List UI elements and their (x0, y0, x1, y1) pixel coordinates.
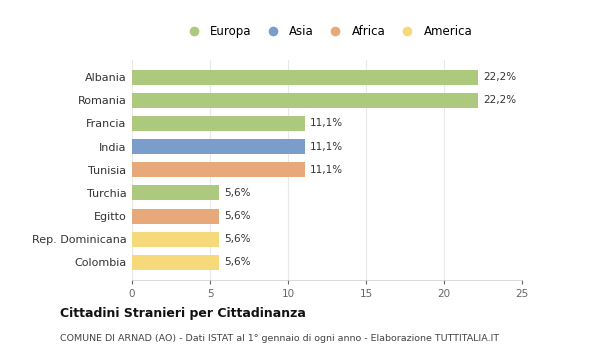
Bar (132, 93, 478, 108)
Text: 5,6%: 5,6% (224, 258, 251, 267)
Bar (132, 209, 220, 224)
Bar (132, 186, 220, 201)
Bar (132, 232, 220, 247)
Bar (132, 116, 305, 131)
Text: 22,2%: 22,2% (483, 72, 516, 82)
Text: 5,6%: 5,6% (224, 188, 251, 198)
Bar (132, 70, 478, 85)
Text: 22,2%: 22,2% (483, 95, 516, 105)
Bar (132, 139, 305, 154)
Text: 11,1%: 11,1% (310, 142, 343, 152)
Text: 5,6%: 5,6% (224, 234, 251, 244)
Text: Cittadini Stranieri per Cittadinanza: Cittadini Stranieri per Cittadinanza (60, 307, 306, 320)
Text: 5,6%: 5,6% (224, 211, 251, 221)
Text: 11,1%: 11,1% (310, 165, 343, 175)
Bar (132, 255, 220, 270)
Text: 11,1%: 11,1% (310, 118, 343, 128)
Text: COMUNE DI ARNAD (AO) - Dati ISTAT al 1° gennaio di ogni anno - Elaborazione TUTT: COMUNE DI ARNAD (AO) - Dati ISTAT al 1° … (60, 334, 499, 343)
Bar (132, 162, 305, 177)
Legend: Europa, Asia, Africa, America: Europa, Asia, Africa, America (178, 21, 476, 41)
